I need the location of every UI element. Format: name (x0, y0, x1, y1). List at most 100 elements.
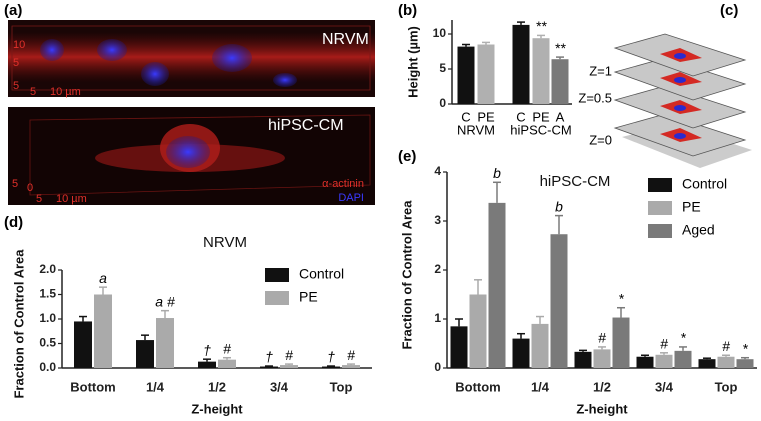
bar (74, 321, 92, 368)
annotation: # (223, 340, 231, 356)
chart-title: hiPSC-CM (540, 173, 611, 190)
legend-swatch (648, 201, 672, 215)
x-tick-label: Bottom (70, 379, 116, 394)
x-tick-label: 1/2 (593, 379, 611, 394)
bar (655, 354, 673, 368)
y-tick-label: 10 (433, 26, 447, 40)
annotation: † (265, 349, 273, 365)
bar (198, 361, 216, 368)
annotation: a (99, 270, 107, 286)
y-tick-label: 1.0 (39, 311, 56, 325)
scale-label: 10 (13, 39, 25, 51)
x-tick-label: 3/4 (270, 379, 289, 394)
y-tick-label: 5 (439, 61, 446, 75)
bar (698, 359, 716, 368)
micrograph (8, 107, 375, 205)
scale-label: 0 (27, 182, 33, 194)
y-tick-label: 1.5 (39, 287, 56, 301)
bar (550, 234, 568, 368)
bar (512, 338, 530, 368)
y-tick-label: 0.0 (39, 360, 56, 374)
scale-label: 5 (12, 178, 18, 190)
annotation: * (680, 330, 686, 346)
group-label: NRVM (457, 122, 495, 137)
image-title: hiPSC-CM (268, 117, 344, 134)
x-tick-label: Top (330, 379, 353, 394)
annotation: b (493, 165, 501, 181)
y-axis-label: Height (µm) (405, 26, 420, 98)
group-label: hiPSC-CM (510, 122, 571, 137)
legend-label: Aged (682, 222, 715, 238)
bar (531, 323, 549, 368)
x-tick-label: 1/4 (531, 379, 550, 394)
legend-swatch (265, 291, 289, 305)
z-stack (613, 33, 752, 168)
bar (280, 365, 298, 368)
panel-label: (d) (4, 214, 23, 231)
panel-label: (b) (398, 2, 417, 19)
scale-label: 5 (13, 57, 19, 69)
scale-label: 10 µm (56, 193, 87, 205)
legend-swatch (648, 224, 672, 238)
y-axis-label: Fraction of Control Area (399, 200, 414, 350)
panel-label: (e) (398, 148, 416, 165)
x-tick-label: Bottom (455, 379, 501, 394)
legend-swatch (265, 268, 289, 282)
scale-label: 5 (13, 80, 19, 92)
annotation: a # (155, 293, 175, 309)
annotation: ** (555, 40, 566, 56)
annotation: # (347, 347, 355, 363)
x-tick-label: 1/4 (146, 379, 165, 394)
micrograph (8, 20, 375, 97)
legend-swatch (648, 178, 672, 192)
scale-label: 10 µm (50, 86, 81, 98)
annotation: # (722, 338, 730, 354)
legend-label: PE (299, 289, 318, 305)
legend-label: Control (299, 266, 344, 282)
x-tick-label: 1/2 (208, 379, 226, 394)
bar (342, 365, 360, 368)
y-tick-label: 2 (434, 262, 441, 276)
annotation: # (598, 330, 606, 346)
bar (457, 46, 475, 104)
panel-label: (a) (4, 2, 22, 19)
panel-label: (c) (720, 2, 738, 19)
bar (551, 59, 569, 104)
bar (450, 326, 468, 368)
x-tick-label: C (516, 109, 525, 124)
annotation: b (555, 198, 563, 214)
bar (674, 350, 692, 368)
x-tick-label: A (556, 109, 565, 124)
annotation: † (327, 349, 335, 365)
y-tick-label: 1 (434, 311, 441, 325)
legend-label: Control (682, 176, 727, 192)
bar (469, 294, 487, 368)
stack-label: Z=0 (589, 132, 612, 147)
x-axis-label: Z-height (576, 401, 628, 416)
y-tick-label: 2.0 (39, 262, 56, 276)
annotation: * (742, 340, 748, 356)
bar (512, 24, 530, 104)
scale-label: 5 (30, 86, 36, 98)
stain-label: DAPI (338, 192, 364, 204)
bar (260, 366, 278, 368)
bar (532, 38, 550, 105)
image-title: NRVM (322, 31, 369, 48)
annotation: † (203, 342, 211, 358)
stain-label: α-actinin (322, 178, 364, 190)
y-tick-label: 3 (434, 213, 441, 227)
bar (488, 202, 506, 368)
legend-label: PE (682, 199, 701, 215)
y-tick-label: 0.5 (39, 336, 56, 350)
y-tick-label: 4 (434, 164, 441, 178)
bar (94, 294, 112, 368)
bar (574, 351, 592, 368)
annotation: ** (536, 18, 547, 34)
bar (477, 44, 495, 104)
x-tick-label: PE (532, 109, 550, 124)
bar (636, 356, 654, 368)
x-tick-label: Top (715, 379, 738, 394)
x-tick-label: C (461, 109, 470, 124)
annotation: # (285, 347, 293, 363)
